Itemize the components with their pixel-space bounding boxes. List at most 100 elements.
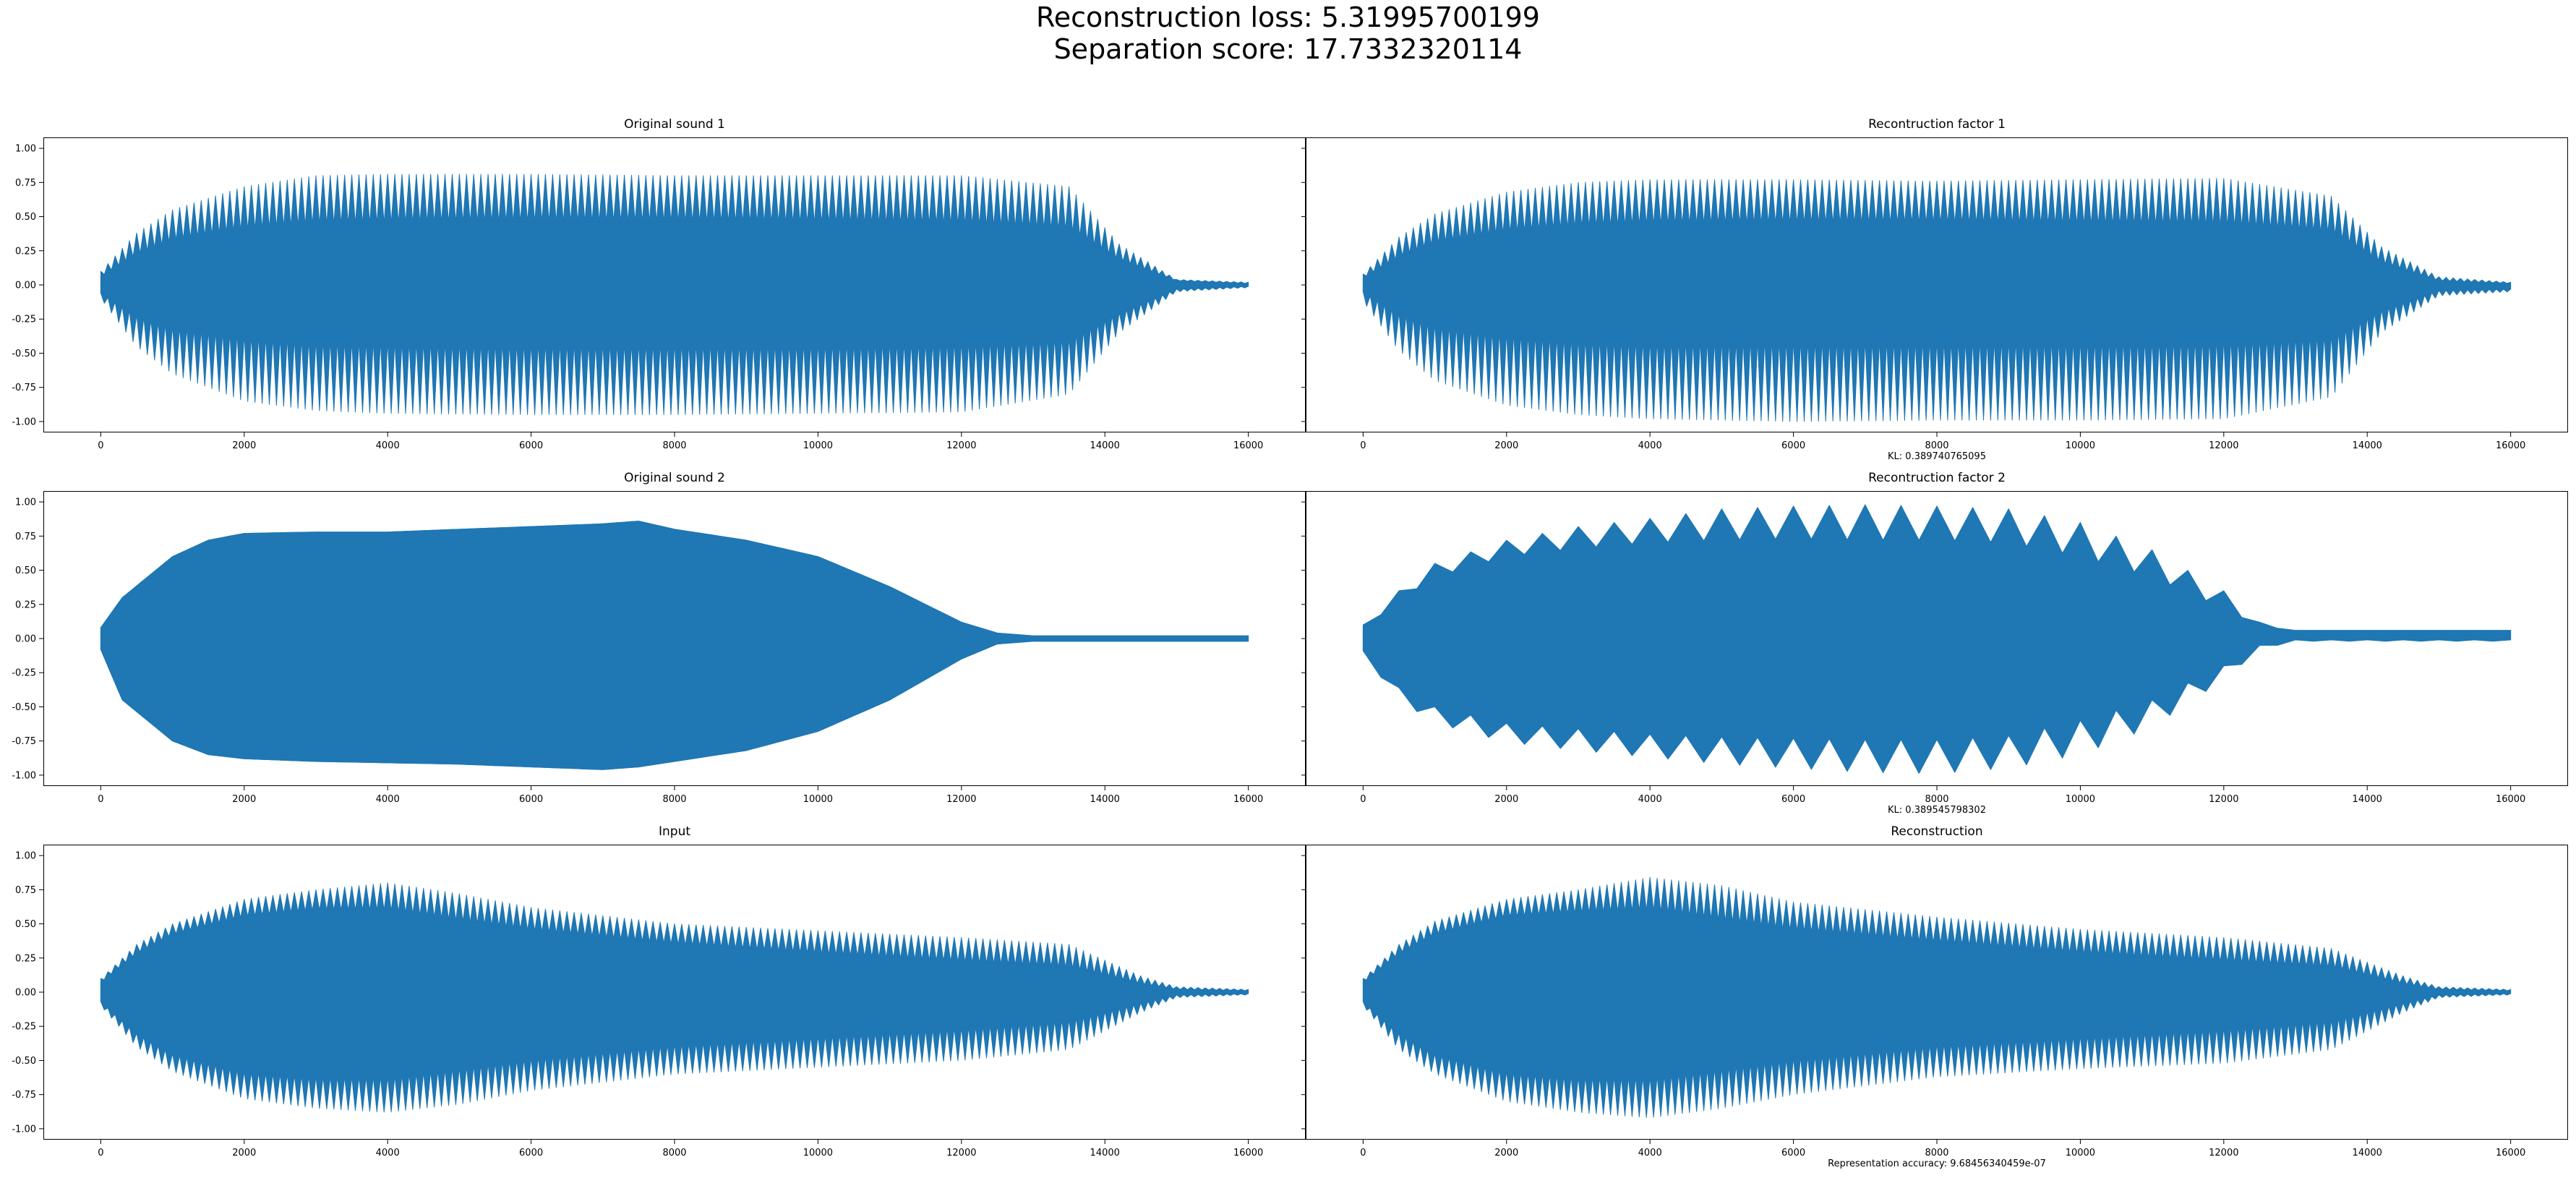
subplot-title: Original sound 1 xyxy=(624,117,725,132)
x-tick-label: 12000 xyxy=(946,440,976,451)
subplot-plot-area: 0 2000 4000 6000 8000 10000 12000 14000 16000 -1.… xyxy=(12,491,1306,805)
subplot-title: Input xyxy=(658,824,691,839)
waveform-core xyxy=(1362,538,2512,740)
x-tick-label: 0 xyxy=(1360,794,1366,805)
y-tick-label: -0.25 xyxy=(12,668,36,679)
waveform-core xyxy=(100,221,1249,343)
x-tick-label: 0 xyxy=(98,440,103,451)
y-tick-label: -0.50 xyxy=(12,702,36,713)
x-tick-label: 6000 xyxy=(1781,440,1805,451)
subplot-plot-area: 0 2000 4000 6000 8000 10000 12000 14000 16000 xyxy=(1301,491,2568,805)
subplot-plot-area: 0 2000 4000 6000 8000 10000 12000 14000 16000 -1.… xyxy=(12,137,1306,451)
x-tick-label: 10000 xyxy=(803,794,833,805)
y-tick-label: 1.00 xyxy=(15,144,36,155)
x-tick-label: 6000 xyxy=(519,440,543,451)
x-tick-label: 0 xyxy=(1360,440,1366,451)
y-tick-label: 0.00 xyxy=(15,281,36,291)
y-tick-label: -0.25 xyxy=(12,1022,36,1033)
y-tick-label: -0.75 xyxy=(12,1090,36,1101)
x-tick-label: 16000 xyxy=(1233,440,1263,451)
y-tick-label: -0.25 xyxy=(12,315,36,325)
x-tick-label: 8000 xyxy=(662,440,686,451)
y-tick-label: 0.25 xyxy=(15,246,36,257)
subplot-xlabel: Representation accuracy: 9.68456340459e-… xyxy=(1828,1158,2046,1169)
x-tick-label: 10000 xyxy=(2066,440,2095,451)
y-tick-label: -0.50 xyxy=(12,349,36,359)
x-tick-label: 10000 xyxy=(2066,794,2095,805)
x-tick-label: 2000 xyxy=(1494,1148,1518,1158)
subplot-2: Recontruction factor 1 KL: 0.389740765095… xyxy=(1301,117,2568,462)
x-tick-label: 8000 xyxy=(1925,794,1948,805)
subplot-plot-area: 0 2000 4000 6000 8000 10000 12000 14000 16000 xyxy=(1301,845,2568,1158)
subplot-4: Recontruction factor 2 KL: 0.389545798302… xyxy=(1301,471,2568,816)
x-tick-label: 0 xyxy=(98,794,103,805)
y-tick-label: 0.75 xyxy=(15,885,36,896)
subplot-title: Reconstruction xyxy=(1891,824,1983,839)
x-tick-label: 4000 xyxy=(376,794,400,805)
y-tick-label: 0.50 xyxy=(15,565,36,576)
x-tick-label: 16000 xyxy=(2496,440,2525,451)
x-tick-label: 8000 xyxy=(662,794,686,805)
x-tick-label: 0 xyxy=(98,1148,103,1158)
x-tick-label: 4000 xyxy=(376,1148,400,1158)
x-tick-label: 16000 xyxy=(1233,1148,1263,1158)
y-tick-label: -0.50 xyxy=(12,1056,36,1067)
waveform-core xyxy=(100,910,1249,1077)
axes-frame xyxy=(1306,845,2568,1140)
waveform-core xyxy=(100,521,1249,770)
figure-suptitle: Reconstruction loss: 5.31995700199 Separ… xyxy=(0,0,2576,65)
subplot-xlabel: KL: 0.389545798302 xyxy=(1888,805,1986,816)
y-tick-label: 0.00 xyxy=(15,634,36,645)
waveform-core xyxy=(1362,223,2512,341)
x-tick-label: 12000 xyxy=(946,1148,976,1158)
x-tick-label: 2000 xyxy=(1494,794,1518,805)
subplot-6: Reconstruction Representation accuracy: 9… xyxy=(1301,824,2568,1169)
suptitle-reconstruction-loss: Reconstruction loss: 5.31995700199 xyxy=(1036,1,1540,33)
y-tick-label: 0.25 xyxy=(15,599,36,610)
x-tick-label: 6000 xyxy=(1781,794,1805,805)
y-tick-label: 0.00 xyxy=(15,988,36,999)
x-tick-label: 4000 xyxy=(376,440,400,451)
x-tick-label: 16000 xyxy=(1233,794,1263,805)
y-tick-label: 0.50 xyxy=(15,212,36,223)
waveform-core xyxy=(1362,910,2512,1077)
subplot-title: Recontruction factor 1 xyxy=(1868,117,2006,132)
y-tick-label: -0.75 xyxy=(12,736,36,747)
x-tick-label: 8000 xyxy=(662,1148,686,1158)
subplot-xlabel: KL: 0.389740765095 xyxy=(1888,451,1986,462)
subplot-1: Original sound 1 0 2000 4000 6000 8000 10000 12… xyxy=(12,117,1306,451)
x-tick-label: 10000 xyxy=(803,1148,833,1158)
x-tick-label: 14000 xyxy=(1090,440,1120,451)
x-tick-label: 14000 xyxy=(2353,1148,2382,1158)
axes-frame xyxy=(1306,137,2568,432)
x-tick-label: 8000 xyxy=(1925,1148,1948,1158)
x-tick-label: 14000 xyxy=(2353,794,2382,805)
x-tick-label: 16000 xyxy=(2496,794,2525,805)
y-tick-label: -1.00 xyxy=(12,417,36,427)
y-tick-label: 0.25 xyxy=(15,953,36,964)
axes-frame xyxy=(1306,491,2568,786)
x-tick-label: 10000 xyxy=(803,440,833,451)
x-tick-label: 0 xyxy=(1360,1148,1366,1158)
x-tick-label: 6000 xyxy=(519,1148,543,1158)
subplot-plot-area: 0 2000 4000 6000 8000 10000 12000 14000 16000 xyxy=(1301,137,2568,451)
x-tick-label: 4000 xyxy=(1638,1148,1662,1158)
x-tick-label: 6000 xyxy=(519,794,543,805)
subplot-5: Input 0 2000 4000 6000 8000 10000 12000 14000 160… xyxy=(12,824,1306,1158)
x-tick-label: 10000 xyxy=(2066,1148,2095,1158)
x-tick-label: 12000 xyxy=(946,794,976,805)
x-tick-label: 2000 xyxy=(1494,440,1518,451)
x-tick-label: 12000 xyxy=(2209,440,2238,451)
x-tick-label: 12000 xyxy=(2209,794,2238,805)
x-tick-label: 14000 xyxy=(2353,440,2382,451)
x-tick-label: 6000 xyxy=(1781,1148,1805,1158)
y-tick-label: 0.75 xyxy=(15,532,36,542)
subplot-title: Recontruction factor 2 xyxy=(1868,471,2006,485)
x-tick-label: 2000 xyxy=(232,440,256,451)
y-tick-label: -1.00 xyxy=(12,1124,36,1135)
subplot-plot-area: 0 2000 4000 6000 8000 10000 12000 14000 16000 -1.… xyxy=(12,845,1306,1158)
y-tick-label: 0.75 xyxy=(15,178,36,189)
x-tick-label: 14000 xyxy=(1090,1148,1120,1158)
y-tick-label: 1.00 xyxy=(15,498,36,508)
x-tick-label: 16000 xyxy=(2496,1148,2525,1158)
